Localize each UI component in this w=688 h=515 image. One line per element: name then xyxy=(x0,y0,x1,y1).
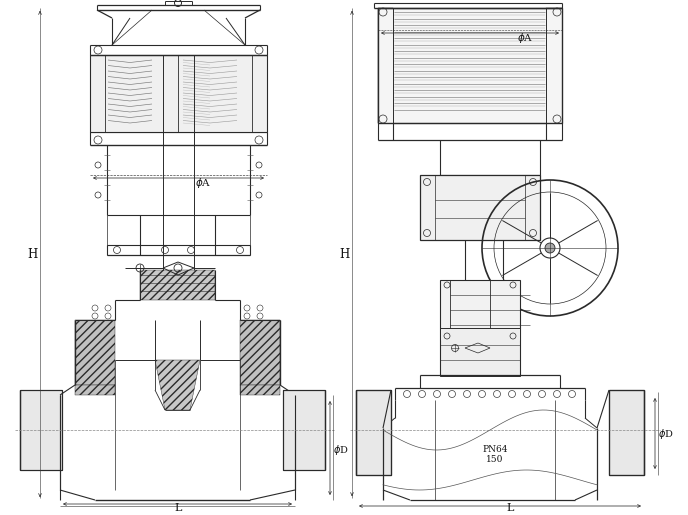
Text: PN64: PN64 xyxy=(482,445,508,455)
Text: $\phi$D: $\phi$D xyxy=(658,427,674,441)
Text: L: L xyxy=(174,503,182,513)
Polygon shape xyxy=(240,385,280,395)
Bar xyxy=(20,390,62,470)
Text: $\phi$D: $\phi$D xyxy=(333,443,349,457)
Bar xyxy=(90,55,267,132)
Text: H: H xyxy=(339,249,349,262)
Bar xyxy=(440,328,520,376)
Bar xyxy=(283,390,325,470)
Text: L: L xyxy=(506,503,514,513)
Polygon shape xyxy=(75,385,115,395)
Polygon shape xyxy=(546,8,562,123)
Bar xyxy=(356,390,391,475)
Polygon shape xyxy=(155,360,200,410)
Text: H: H xyxy=(27,249,37,262)
Bar xyxy=(440,280,520,340)
Polygon shape xyxy=(140,270,215,300)
Text: 150: 150 xyxy=(486,455,504,465)
Text: $\phi$A: $\phi$A xyxy=(195,176,211,190)
Polygon shape xyxy=(75,320,115,385)
Bar xyxy=(609,390,644,475)
Bar xyxy=(420,175,540,240)
Circle shape xyxy=(545,243,555,253)
Polygon shape xyxy=(378,8,393,123)
Text: $\phi$A: $\phi$A xyxy=(517,31,533,45)
Polygon shape xyxy=(180,55,252,132)
Polygon shape xyxy=(240,320,280,385)
Bar xyxy=(378,8,562,123)
